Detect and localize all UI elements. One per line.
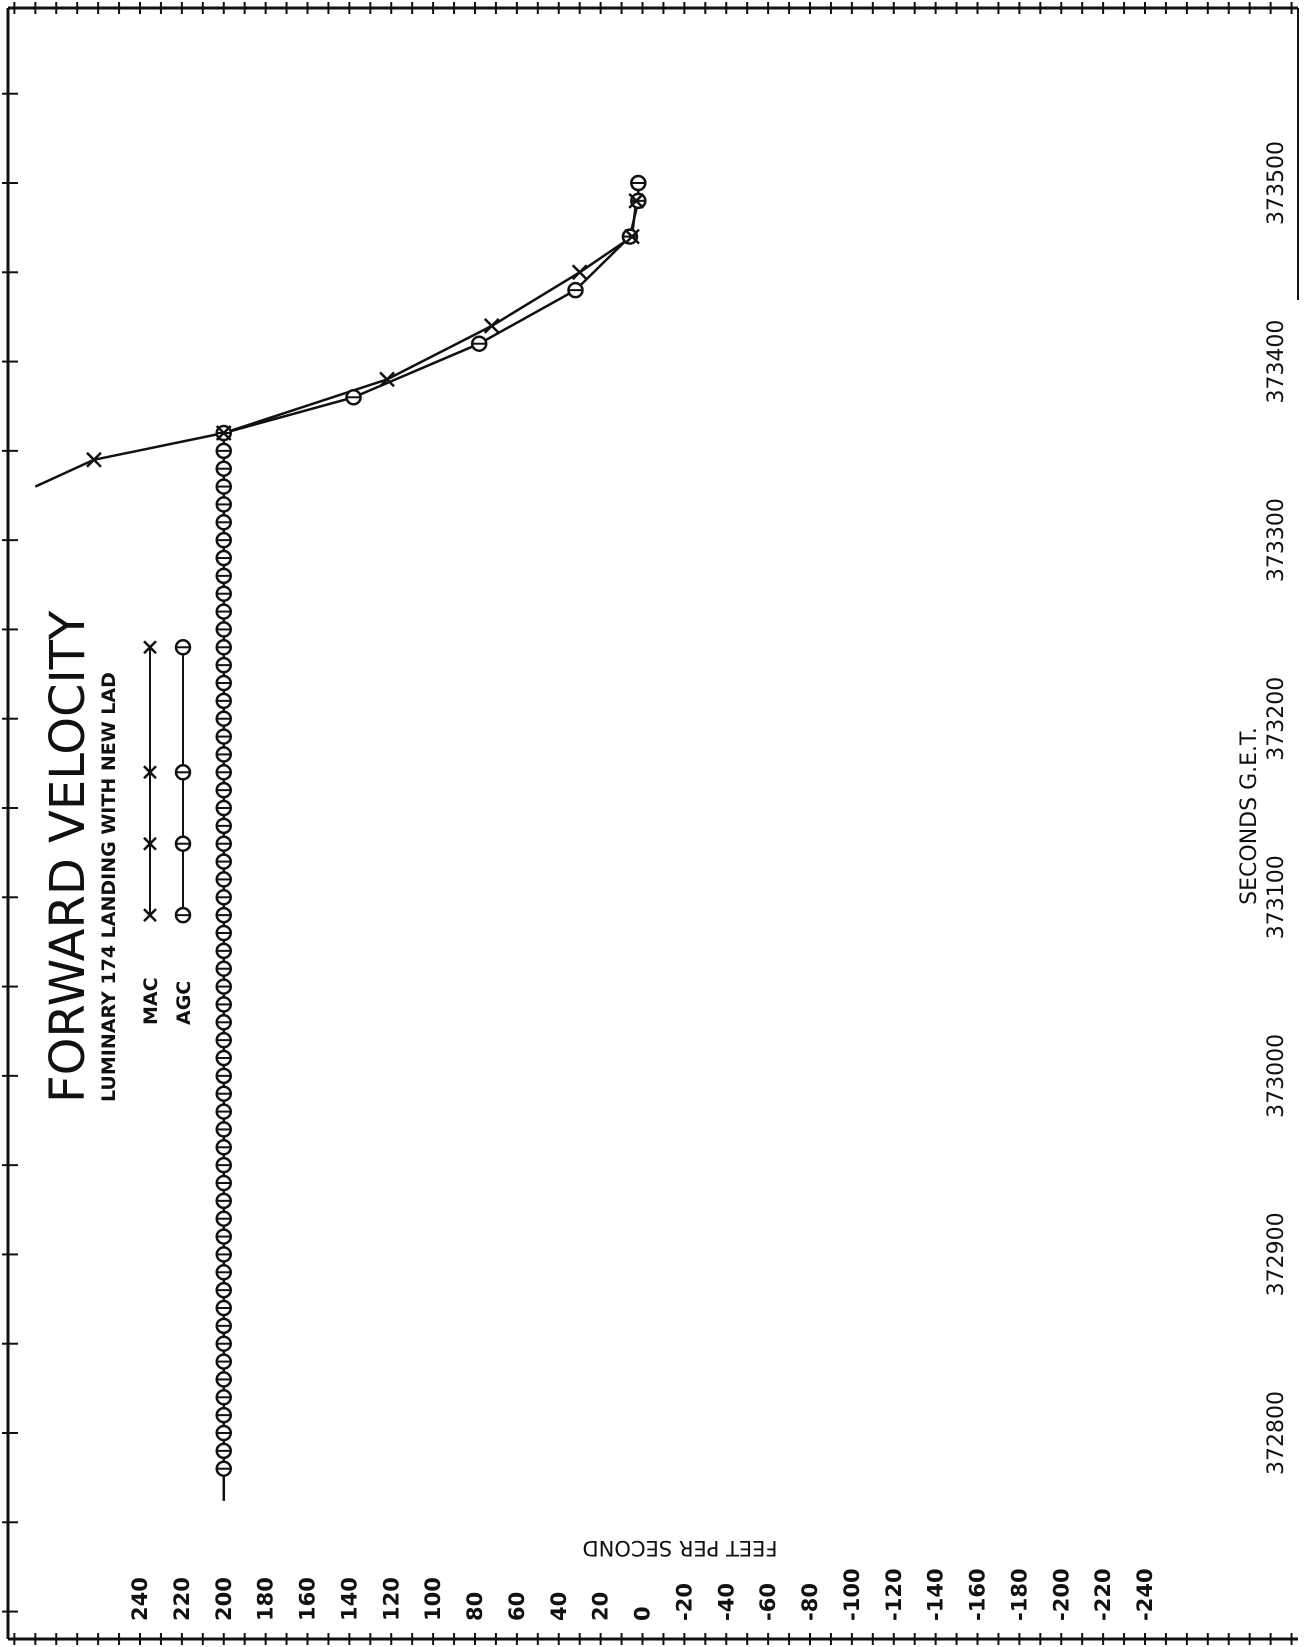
chart-subtitle: LUMINARY 174 LANDING WITH NEW LAD: [98, 672, 120, 1102]
chart-title: FORWARD VELOCITY: [40, 610, 96, 1103]
y-tick-label: -140: [924, 1568, 948, 1621]
y-tick-label: 80: [463, 1592, 487, 1621]
y-tick-label: 100: [421, 1577, 445, 1621]
y-tick-label: -160: [966, 1568, 990, 1621]
legend-x-marker: [143, 908, 157, 923]
y-tick-label: -240: [1133, 1568, 1157, 1621]
plot-frame: [6, 6, 1299, 1641]
y-tick-label: -60: [756, 1583, 780, 1621]
x-tick-label: 373400: [1264, 320, 1289, 404]
y-tick-label: 40: [547, 1592, 571, 1621]
tick-labels: 240 220 200 180 160 140 120 100 80 60 40 20 0 -20 -40-…: [128, 141, 1289, 1621]
x-tick-label: 372900: [1264, 1212, 1289, 1296]
legend-x-marker: [143, 836, 157, 851]
y-tick-label: -180: [1007, 1568, 1031, 1621]
legend: MAC AGC: [140, 639, 195, 1025]
y-tick-label: -100: [840, 1568, 864, 1621]
legend-x-marker: [143, 640, 157, 655]
y-tick-label: 240: [128, 1577, 152, 1621]
y-tick-label: 60: [505, 1592, 529, 1621]
mac-data-point: [483, 317, 500, 334]
legend-label: AGC: [173, 981, 195, 1025]
y-tick-label: 160: [296, 1577, 320, 1621]
agc-series-line: [222, 183, 640, 1501]
legend-label: MAC: [140, 977, 162, 1025]
y-tick-label: 20: [589, 1592, 613, 1621]
y-axis-label: FEET PER SECOND: [583, 1536, 778, 1560]
x-tick-label: 373500: [1264, 141, 1289, 225]
mac-data-point: [379, 371, 395, 388]
mac-data-point: [215, 425, 232, 441]
mac-data-point: [86, 451, 102, 468]
y-tick-label: -220: [1091, 1568, 1115, 1621]
y-tick-label: 180: [254, 1577, 278, 1621]
mac-data-point: [571, 264, 588, 281]
y-tick-label: -40: [714, 1583, 738, 1621]
y-tick-label: 140: [337, 1577, 361, 1621]
x-tick-label: 373200: [1264, 677, 1289, 761]
x-tick-label: 373100: [1264, 855, 1289, 939]
x-tick-label: 372800: [1264, 1391, 1289, 1475]
mac-data-point: [628, 192, 645, 209]
x-axis-label: SECONDS G.E.T.: [1237, 727, 1262, 905]
y-tick-label: 200: [212, 1577, 236, 1621]
chart-titles: FORWARD VELOCITY LUMINARY 174 LANDING WI…: [40, 610, 120, 1103]
y-tick-label: -80: [798, 1583, 822, 1621]
axis-labels: SECONDS G.E.T. FEET PER SECOND: [583, 727, 1263, 1560]
x-tick-label: 373300: [1264, 498, 1289, 582]
series-layer: [34, 174, 647, 1501]
legend-x-marker: [143, 765, 157, 780]
y-tick-label: -120: [882, 1568, 906, 1621]
y-tick-label: 0: [631, 1606, 655, 1621]
y-tick-label: -200: [1049, 1568, 1073, 1621]
mac-series-line: [34, 200, 638, 488]
mac-data-point: [624, 228, 640, 245]
y-tick-label: 120: [379, 1577, 403, 1621]
y-tick-label: -20: [672, 1583, 696, 1621]
x-tick-label: 373000: [1264, 1034, 1289, 1118]
y-tick-label: 220: [170, 1577, 194, 1621]
